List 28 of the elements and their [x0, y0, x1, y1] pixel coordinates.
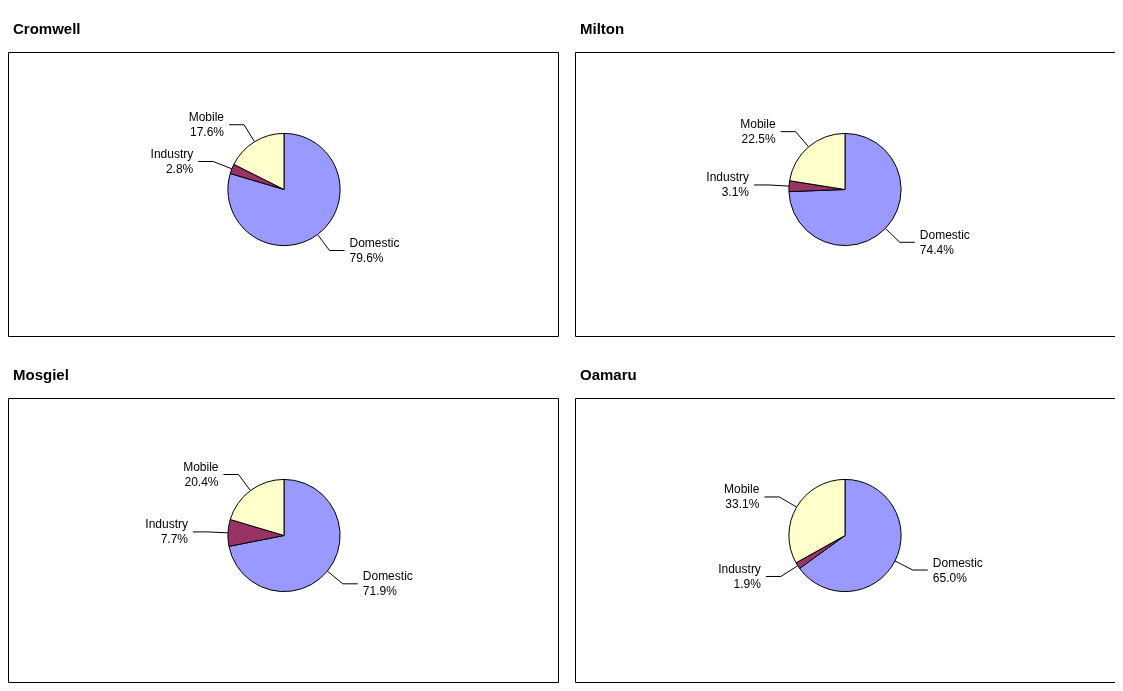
chart-title: Cromwell — [13, 20, 81, 37]
data-label: 20.4% — [184, 475, 219, 489]
chart-title: Oamaru — [580, 366, 637, 383]
data-label: 7.7% — [160, 532, 189, 547]
slice-label: Domestic — [932, 555, 983, 570]
slice-label: Industry — [145, 517, 188, 532]
slice-label: Domestic — [362, 569, 413, 584]
slice-label: Domestic — [919, 227, 970, 242]
data-label: 2.8% — [165, 161, 194, 176]
slice-label: Industry — [718, 561, 761, 576]
slice-label: Mobile — [740, 117, 776, 132]
data-label: 33.1% — [725, 497, 760, 512]
slice-label: Industry — [150, 146, 194, 161]
data-label: 74.4% — [919, 242, 955, 257]
data-label: 17.6% — [190, 125, 225, 140]
slice-label: Domestic — [349, 236, 400, 250]
data-label: 79.6% — [349, 251, 384, 265]
slice-label: Mobile — [183, 460, 219, 474]
chart-title: Milton — [580, 20, 625, 37]
data-label: 71.9% — [362, 584, 398, 599]
slice-label: Mobile — [724, 482, 760, 497]
chart-title: Mosgiel — [13, 366, 69, 383]
data-label: 3.1% — [721, 185, 750, 200]
data-label: 1.9% — [733, 576, 762, 591]
slice-label: Industry — [706, 170, 750, 185]
data-label: 22.5% — [741, 132, 776, 147]
slice-label: Mobile — [188, 110, 225, 125]
data-label: 65.0% — [932, 570, 968, 585]
